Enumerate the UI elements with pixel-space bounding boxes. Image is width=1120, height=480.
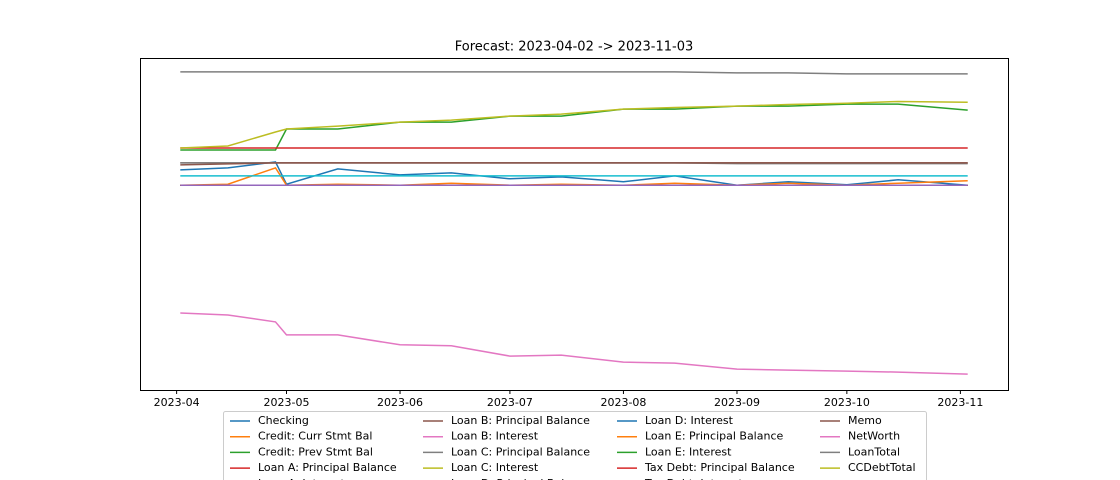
series-line [180,103,968,151]
legend-label: Memo [848,414,882,427]
series-line [180,100,968,149]
legend-label: Loan A: Principal Balance [258,461,397,474]
legend-label: LoanTotal [848,445,900,458]
x-tick-label: 2023-09 [714,396,760,409]
legend-label: Credit: Curr Stmt Bal [258,430,372,443]
legend-label: Loan B: Interest [451,430,539,443]
legend-label: Tax Debt: Principal Balance [644,461,795,474]
legend-label: Loan B: Principal Balance [451,414,590,427]
legend-label: Loan D: Interest [645,414,734,427]
plot-frame [140,58,1009,391]
legend-label: Loan D: Principal Balance [451,477,591,480]
legend-label: CCDebtTotal [848,461,916,474]
x-tick-label: 2023-04 [154,396,200,409]
x-tick-label: 2023-07 [487,396,533,409]
legend-box [223,411,927,480]
legend-label: NetWorth [848,430,900,443]
series-line [180,312,968,375]
legend-label: Loan A: Interest [258,477,345,480]
series-line [180,162,968,166]
legend-label: Loan E: Interest [645,445,732,458]
legend-label: Loan C: Interest [451,461,539,474]
x-tick-label: 2023-10 [824,396,870,409]
chart-title: Forecast: 2023-04-02 -> 2023-11-03 [455,40,693,55]
legend-label: Credit: Prev Stmt Bal [258,445,373,458]
legend-label: Loan E: Principal Balance [645,430,784,443]
x-tick-label: 2023-06 [377,396,423,409]
legend-label: Tax Debt: Interest [644,477,743,480]
series-line [180,71,968,75]
legend-label: Checking [258,414,309,427]
x-tick-label: 2023-05 [264,396,310,409]
x-tick-label: 2023-08 [600,396,646,409]
x-tick-label: 2023-11 [937,396,983,409]
series-line [180,161,968,186]
legend-label: Loan C: Principal Balance [451,445,590,458]
